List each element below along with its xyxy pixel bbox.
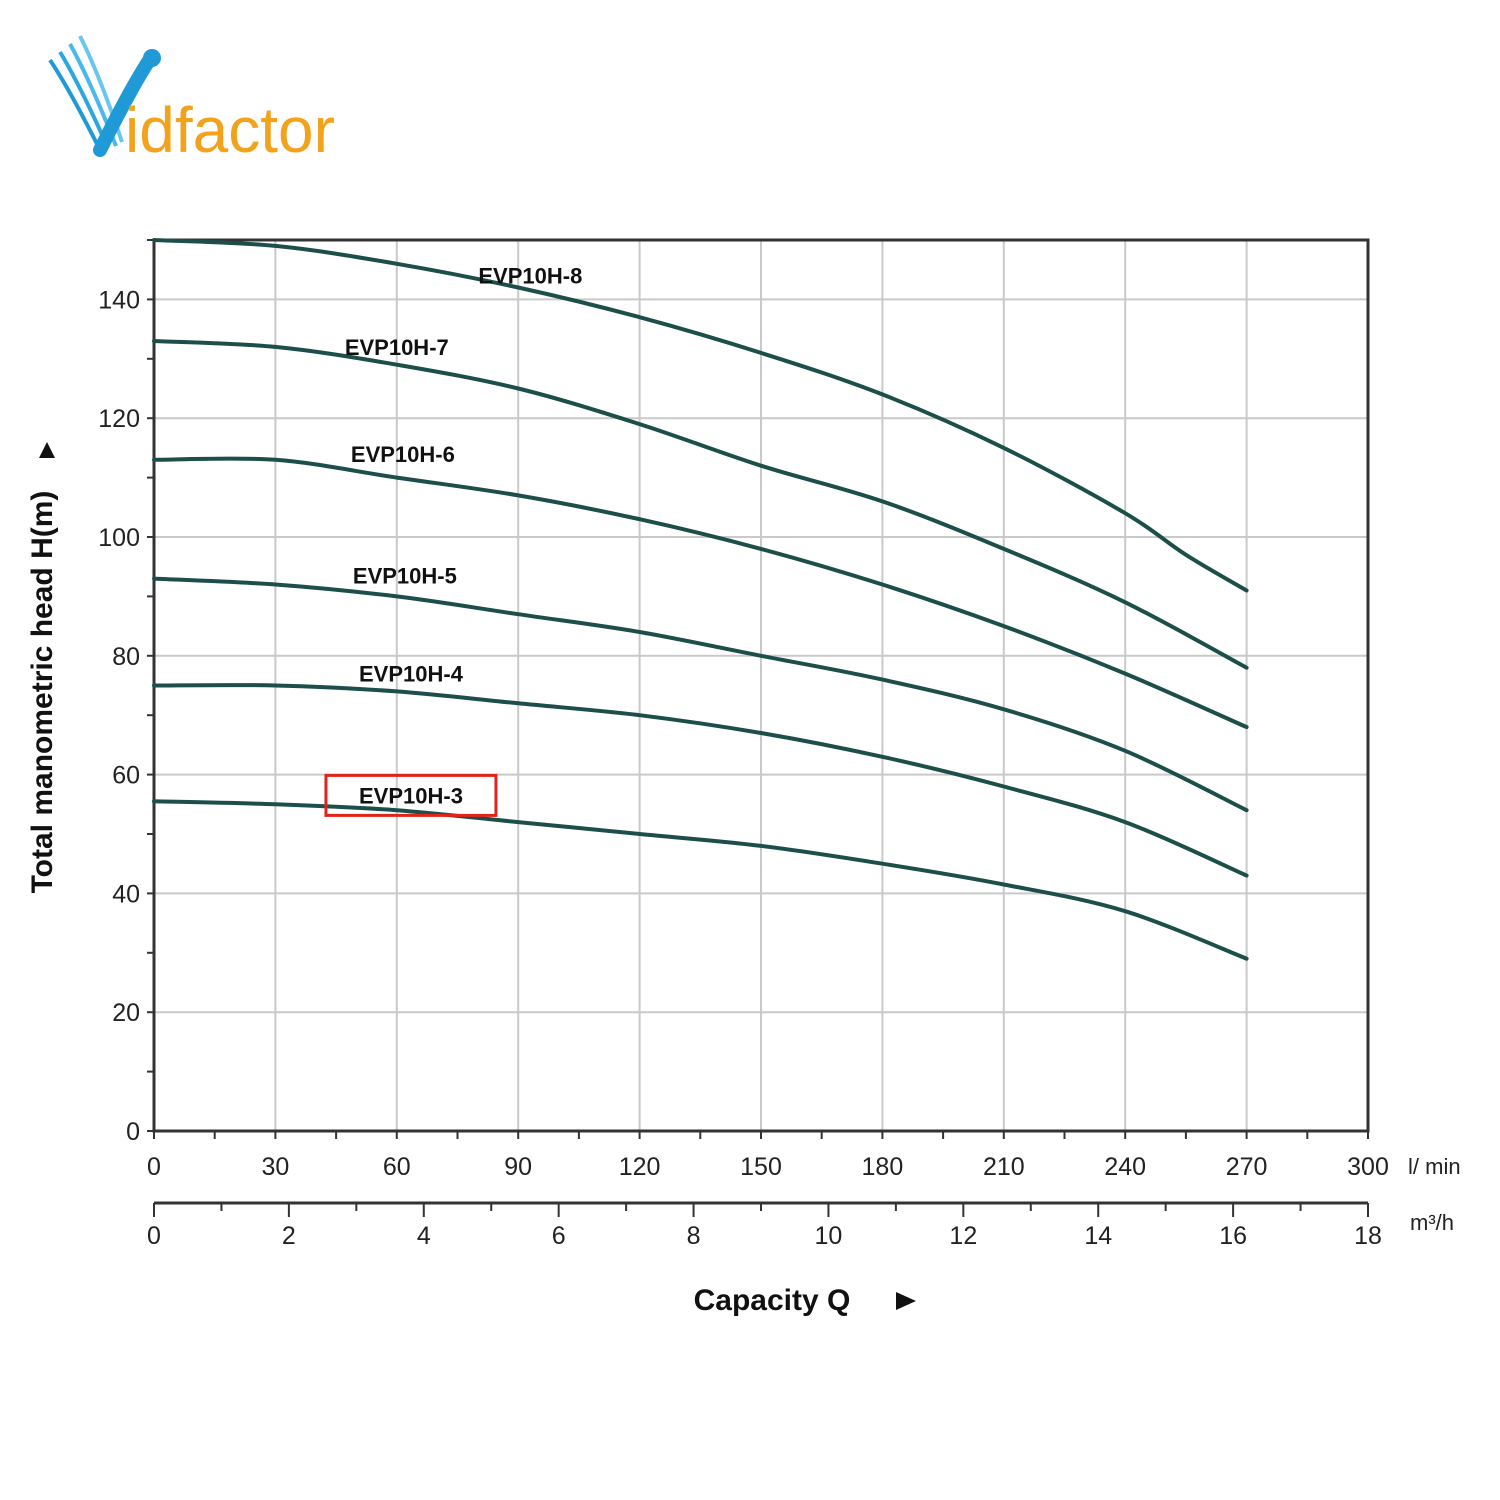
minor-ticks bbox=[147, 239, 1369, 1139]
curve-evp10h-7 bbox=[152, 339, 1249, 670]
x-tick-labels-m3h: 0 2 4 6 8 10 12 14 16 18 bbox=[147, 1203, 1382, 1250]
curve-evp10h-8 bbox=[152, 238, 1249, 593]
x-tick-label: 0 bbox=[147, 1153, 161, 1181]
y-tick-label: 60 bbox=[112, 762, 140, 790]
curves bbox=[152, 238, 1249, 961]
x-tick-label: 150 bbox=[740, 1153, 782, 1181]
logo-wordmark: idfactor bbox=[125, 94, 335, 166]
x-unit-lmin: l/ min bbox=[1408, 1154, 1461, 1179]
curve-label-evp10h-3: EVP10H-3 bbox=[359, 783, 463, 808]
curve-label-evp10h-7: EVP10H-7 bbox=[345, 335, 449, 360]
x2-tick-label: 6 bbox=[552, 1222, 566, 1250]
x2-tick-label: 2 bbox=[282, 1222, 296, 1250]
x2-tick-label: 0 bbox=[147, 1222, 161, 1250]
x2-tick-label: 10 bbox=[815, 1222, 843, 1250]
x-tick-label: 90 bbox=[504, 1153, 532, 1181]
x-tick-label: 180 bbox=[862, 1153, 904, 1181]
x-unit-m3h: m³/h bbox=[1410, 1210, 1454, 1235]
y-tick-label: 120 bbox=[98, 405, 140, 433]
highlight-box bbox=[324, 773, 498, 817]
curve-label-evp10h-5: EVP10H-5 bbox=[353, 564, 457, 589]
curve-label-evp10h-4: EVP10H-4 bbox=[359, 662, 464, 687]
vidfactor-logo: idfactor bbox=[48, 35, 335, 166]
y-tick-label: 140 bbox=[98, 286, 140, 314]
y-tick-labels: 0 20 40 60 80 100 120 140 bbox=[98, 286, 140, 1146]
curve-evp10h-5 bbox=[152, 576, 1249, 813]
y-tick-label: 20 bbox=[112, 999, 140, 1027]
y-axis-title: Total manometric head H(m) bbox=[26, 491, 59, 894]
chart-grid bbox=[154, 240, 1368, 1131]
y-tick-label: 40 bbox=[112, 880, 140, 908]
bird-feather-icon bbox=[48, 35, 161, 157]
x2-tick-label: 4 bbox=[417, 1222, 431, 1250]
x2-tick-label: 12 bbox=[949, 1222, 977, 1250]
x-tick-label: 120 bbox=[619, 1153, 661, 1181]
y-tick-label: 80 bbox=[112, 643, 140, 671]
x-axis-title: Capacity Q bbox=[694, 1284, 851, 1317]
x-tick-label: 210 bbox=[983, 1153, 1025, 1181]
x-tick-label: 240 bbox=[1104, 1153, 1146, 1181]
x-tick-label: 60 bbox=[383, 1153, 411, 1181]
x-tick-labels-lmin: 0 30 60 90 120 150 180 210 240 270 300 bbox=[147, 1153, 1389, 1181]
curve-evp10h-6 bbox=[152, 456, 1249, 730]
y-tick-label: 100 bbox=[98, 524, 140, 552]
y-axis-arrow-icon bbox=[39, 442, 55, 458]
x2-tick-label: 14 bbox=[1084, 1222, 1112, 1250]
x2-tick-label: 8 bbox=[687, 1222, 701, 1250]
x2-tick-label: 18 bbox=[1354, 1222, 1382, 1250]
curve-label-evp10h-8: EVP10H-8 bbox=[478, 264, 582, 289]
curve-evp10h-3 bbox=[152, 799, 1249, 961]
x-tick-label: 300 bbox=[1347, 1153, 1389, 1181]
curve-evp10h-4 bbox=[152, 683, 1249, 878]
x-tick-label: 30 bbox=[261, 1153, 289, 1181]
x2-tick-label: 16 bbox=[1219, 1222, 1247, 1250]
curve-labels: EVP10H-8 EVP10H-7 EVP10H-6 EVP10H-5 EVP10H-4… bbox=[324, 264, 582, 817]
x-tick-label: 270 bbox=[1226, 1153, 1268, 1181]
curve-label-evp10h-6: EVP10H-6 bbox=[351, 442, 455, 467]
x-axis-arrow-icon bbox=[896, 1292, 916, 1310]
y-tick-label: 0 bbox=[126, 1118, 140, 1146]
